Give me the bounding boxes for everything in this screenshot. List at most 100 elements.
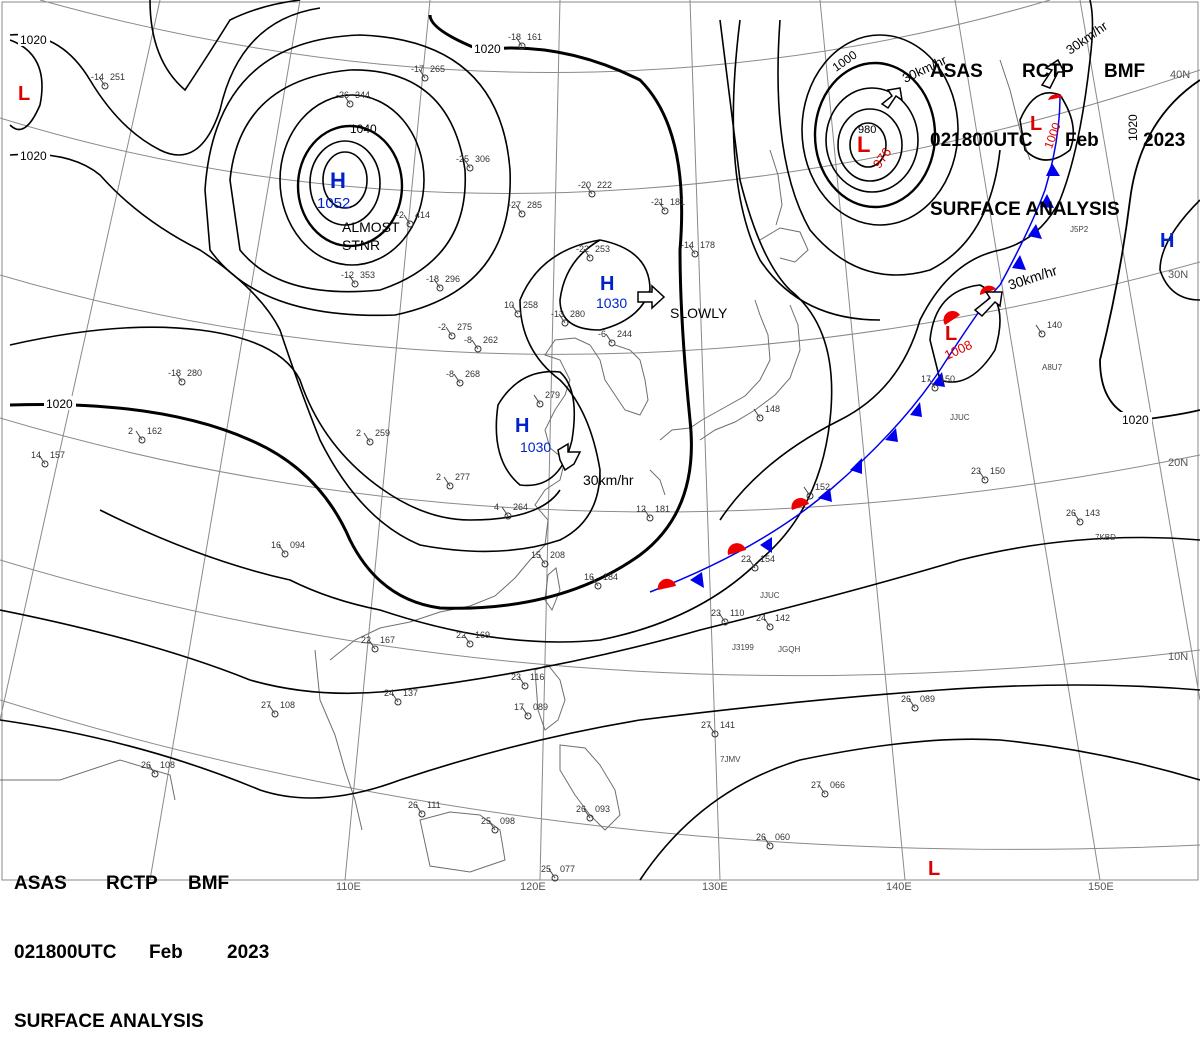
high-symbol: H — [515, 415, 529, 437]
ship-id: J5P2 — [1070, 225, 1089, 234]
isobar-labels: 1020 1020 1020 1020 1020 1020 1040 1000 — [18, 32, 1152, 427]
station-plot: 22 154 — [741, 554, 775, 572]
station-pressure: 279 — [545, 390, 560, 400]
station-plot: 26 108 — [141, 760, 175, 778]
lat-line-50n — [39, 0, 1051, 73]
station-circle — [711, 730, 719, 738]
wind-barb — [488, 820, 496, 831]
station-pressure: 089 — [920, 694, 935, 704]
station-pressure: 089 — [533, 702, 548, 712]
high-pressure-label: 1030 — [596, 295, 627, 311]
wind-barb — [908, 698, 916, 709]
front-line-north — [999, 94, 1061, 286]
station-plot: 22 169 — [456, 630, 490, 648]
wind-barb — [538, 554, 546, 565]
coast-china — [329, 337, 591, 661]
station-circle — [551, 874, 559, 882]
lon-line-90e — [0, 0, 161, 721]
station-plot: -22 253 — [576, 244, 610, 262]
station-pressure: 277 — [455, 472, 470, 482]
low-symbol: L — [857, 132, 870, 157]
high-pressure-label: 1052 — [317, 195, 350, 212]
station-plot: -13 280 — [551, 309, 585, 327]
station-temperature: -8 — [464, 335, 472, 345]
lat-line-0 — [0, 699, 1200, 850]
lon-line-120e — [539, 0, 561, 881]
station-temperature: 2 — [436, 472, 441, 482]
isobar-ring — [309, 140, 381, 226]
station-pressure: 116 — [530, 672, 544, 682]
station-pressure: 141 — [720, 720, 735, 730]
wind-barb — [708, 724, 716, 735]
station-temperature: 14 — [31, 450, 41, 460]
station-circle — [466, 164, 474, 172]
motion-arrow — [1040, 58, 1066, 89]
station-temperature: 12 — [636, 504, 646, 514]
station-pressure: 414 — [415, 210, 430, 220]
lon-line-140e — [819, 0, 906, 881]
low-symbol: L — [1030, 113, 1042, 135]
station-pressure: 268 — [465, 369, 480, 379]
wind-barb — [1073, 512, 1081, 523]
station-circle — [751, 564, 759, 572]
station-temperature: 25 — [541, 864, 551, 874]
isobar-label: 980 — [858, 124, 876, 136]
station-plot: 23 110 — [711, 608, 744, 626]
station-temperature: -18 — [426, 274, 439, 284]
station-temperature: 25 — [481, 816, 491, 826]
station-plot: 27 108 — [261, 700, 295, 718]
header-month: Feb — [149, 942, 183, 963]
isobar — [204, 34, 511, 317]
lon-label: 130E — [702, 881, 728, 893]
station-temperature: 2 — [128, 426, 133, 436]
station-plot: 17 089 — [514, 702, 548, 720]
graticule — [0, 0, 1200, 881]
wind-barb — [763, 617, 771, 628]
station-pressure: 353 — [360, 270, 375, 280]
station-temperature: 4 — [494, 502, 499, 512]
station-pressure: 110 — [730, 608, 744, 618]
station-circle — [504, 512, 512, 520]
header-center: BMF — [188, 873, 230, 894]
station-circle — [561, 319, 569, 327]
station-temperature: -18 — [508, 32, 521, 42]
station-circle — [436, 284, 444, 292]
wind-barb — [533, 394, 541, 405]
wind-barb — [515, 204, 523, 215]
station-plot: -8 268 — [446, 369, 480, 387]
wind-barb — [558, 313, 566, 324]
wind-barb — [501, 506, 509, 517]
isobar — [719, 0, 1094, 521]
wind-barb — [718, 612, 726, 623]
station-pressure: 253 — [595, 244, 610, 254]
station-temperature: 16 — [271, 540, 281, 550]
station-circle — [466, 640, 474, 648]
station-circle — [474, 345, 482, 353]
station-circle — [346, 100, 354, 108]
station-temperature: 23 — [511, 672, 521, 682]
isobar-1000 — [1019, 92, 1075, 161]
station-plot: 25 098 — [481, 816, 515, 834]
station-plot: 26 143 — [1066, 508, 1100, 526]
station-circle — [911, 704, 919, 712]
station-circle — [351, 280, 359, 288]
low-symbol: L — [18, 83, 30, 105]
lon-label: 150E — [1088, 881, 1114, 893]
isobars — [0, 0, 1200, 881]
wind-barb — [583, 248, 591, 259]
isobar — [732, 19, 881, 321]
station-plot: -12 353 — [341, 270, 375, 288]
coast-india-bay — [0, 759, 176, 801]
station-plot: 24 137 — [384, 688, 418, 706]
isobar-ring — [279, 94, 425, 266]
station-pressure: 093 — [595, 804, 610, 814]
fronts — [649, 94, 1063, 593]
ship-id: 7KBD — [1095, 533, 1116, 542]
header-line-2: 021800UTC Feb 2023 — [930, 129, 1185, 152]
station-plot: 2 162 — [128, 426, 162, 444]
station-pressure: 094 — [290, 540, 305, 550]
isobar-1008 — [929, 284, 1001, 383]
station-plot: -6 244 — [598, 329, 632, 347]
wind-barb — [463, 158, 471, 169]
isobar — [495, 370, 576, 487]
